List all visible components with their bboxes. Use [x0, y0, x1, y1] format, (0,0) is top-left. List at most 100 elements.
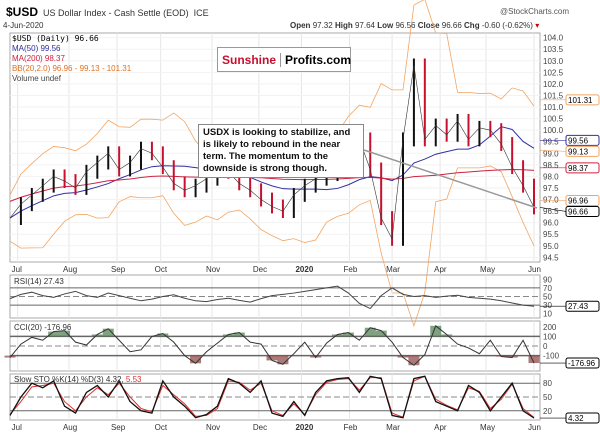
low-value: 96.56	[395, 21, 416, 30]
cci-negative-fill	[528, 355, 540, 364]
bb-lower-tag-text: 96.96	[568, 196, 589, 205]
cci-positive-fill	[157, 333, 169, 337]
cci-positive-fill	[430, 325, 442, 337]
cci-positive-fill	[91, 334, 103, 337]
close-tag-text: 96.66	[568, 207, 589, 216]
cci-negative-fill	[4, 355, 16, 358]
month-label: Nov	[206, 423, 220, 432]
cci-label: CCI(20) -176.96	[14, 323, 72, 332]
logo-part1: Sunshine	[218, 52, 282, 67]
month-label: Oct	[155, 423, 168, 432]
month-label: Aug	[63, 265, 77, 274]
price-ytick: 100.0	[543, 126, 564, 135]
price-panel-frame	[9, 32, 541, 263]
down-arrow-icon: ▾	[535, 21, 540, 30]
month-label: Apr	[434, 265, 447, 274]
rsi-last-tag	[565, 300, 600, 312]
price-ytick: 97.0	[543, 196, 559, 205]
price-ytick: 104.0	[543, 34, 564, 43]
legend-ma200: MA(200) 98.37	[12, 54, 65, 63]
sto-ytick: 50	[543, 393, 552, 402]
sto-d-value: 5.53	[125, 375, 142, 384]
cci-positive-fill	[342, 332, 354, 337]
sto-d-line	[9, 375, 535, 418]
price-ytick: 99.5	[543, 138, 559, 147]
cci-positive-fill	[364, 327, 376, 337]
month-label: Jul	[12, 423, 22, 432]
rsi-line	[9, 285, 535, 310]
bb-lower-line	[9, 165, 535, 328]
rsi-ytick: 90	[543, 275, 552, 284]
cci-ytick: 200	[543, 323, 557, 332]
brand: @StockCharts.com	[500, 7, 570, 16]
month-label: Sep	[111, 423, 126, 432]
ma50-tag	[565, 134, 600, 146]
sto-last-tag-text: 4.32	[568, 414, 584, 423]
price-ytick: 102.0	[543, 80, 564, 89]
bb-upper-tag-text: 101.31	[568, 96, 593, 105]
ma50-tag-text: 99.56	[568, 136, 589, 145]
ma50-line	[9, 126, 535, 219]
cci-ytick: 100	[543, 332, 557, 341]
cci-ytick: 0	[543, 342, 548, 351]
ma200-tag-text: 98.37	[568, 164, 589, 173]
close-tag	[565, 205, 600, 217]
high-value: 97.64	[354, 21, 375, 30]
ma200-line	[9, 169, 535, 202]
sunshine-profits-logo: Sunshine Profits.com	[217, 47, 351, 72]
month-label: Dec	[253, 423, 267, 432]
cci-negative-fill	[277, 355, 289, 365]
price-ytick: 98.5	[543, 161, 559, 170]
legend-ma50: MA(50) 99.56	[12, 44, 61, 53]
price-ytick: 94.5	[543, 253, 559, 262]
month-label: Jun	[528, 265, 541, 274]
annotation-arrow	[363, 149, 538, 209]
price-ytick: 95.0	[543, 242, 559, 251]
cci-negative-fill	[190, 355, 202, 364]
price-ytick: 103.5	[543, 45, 564, 54]
month-label: Aug	[63, 423, 77, 432]
price-ytick: 101.5	[543, 91, 564, 100]
sto-last-tag	[565, 412, 600, 424]
cci-last-tag-text: -176.96	[568, 359, 596, 368]
price-ytick: 100.5	[543, 115, 564, 124]
price-ytick: 99.0	[543, 149, 559, 158]
month-label: Sep	[111, 265, 126, 274]
sto-ytick: 20	[543, 407, 552, 416]
close-tag-leader	[539, 207, 567, 212]
cci-negative-fill	[408, 355, 420, 366]
bb-mid-tag-text: 99.13	[568, 147, 589, 156]
month-label: May	[480, 265, 495, 274]
bb-mid-tag	[565, 145, 600, 157]
cci-negative-fill	[266, 355, 278, 361]
legend-price: $USD (Daily) 96.66	[12, 34, 99, 43]
price-ytick: 96.5	[543, 207, 559, 216]
month-label: Nov	[206, 265, 220, 274]
close-label: Close	[417, 21, 440, 30]
high-label: High	[334, 21, 353, 30]
price-ytick: 97.5	[543, 184, 559, 193]
cci-last-tag	[565, 357, 600, 369]
month-label: May	[480, 423, 495, 432]
cci-positive-fill	[222, 334, 234, 337]
cci-negative-fill	[506, 355, 518, 358]
cci-line	[9, 324, 535, 366]
close-value: 96.66	[441, 21, 462, 30]
month-label: 2020	[295, 265, 313, 274]
legend-volume: Volume undef	[12, 74, 61, 83]
rsi-last-tag-text: 27.43	[568, 302, 589, 311]
rsi-label: RSI(14) 27.43	[14, 277, 64, 286]
exchange: ICE	[193, 8, 209, 18]
price-ytick: 95.5	[543, 230, 559, 239]
month-label: Mar	[386, 423, 400, 432]
month-label: Feb	[344, 423, 358, 432]
cci-positive-fill	[59, 330, 71, 337]
ma200-tag	[565, 162, 600, 174]
annotation-box: USDX is looking to stabilize, and is lik…	[198, 124, 364, 178]
sto-name: Slow STO %K(14) %D(3) 4.32,	[14, 375, 124, 384]
cci-positive-fill	[332, 334, 343, 337]
cci-positive-fill	[102, 328, 114, 337]
rsi-ytick: 30	[543, 301, 552, 310]
bb-lower-tag	[565, 194, 600, 206]
